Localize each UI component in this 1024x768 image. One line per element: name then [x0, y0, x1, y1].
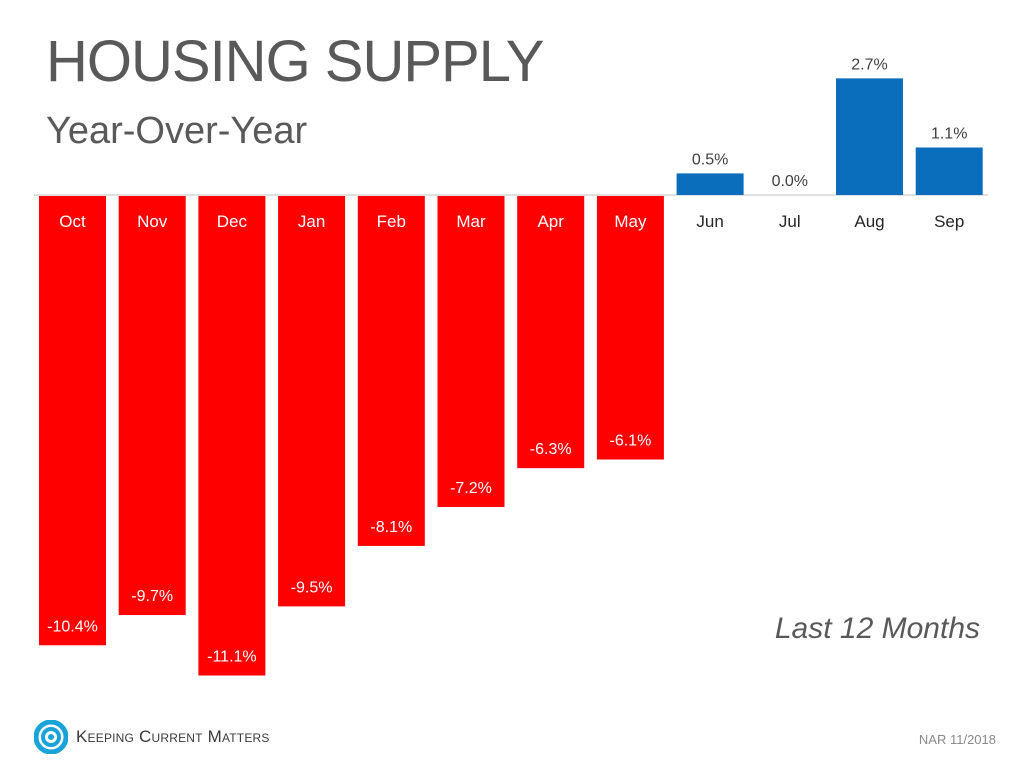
value-label: 0.5% [692, 151, 728, 168]
bar-dec [198, 196, 266, 676]
category-label: Oct [59, 212, 86, 231]
category-label: Jul [779, 212, 801, 231]
bar-mar [437, 196, 505, 508]
value-label: -7.2% [450, 480, 492, 497]
value-label: -8.1% [370, 519, 412, 536]
bar-may [596, 196, 664, 460]
category-label: Sep [934, 212, 964, 231]
bar-chart: Oct -10.4% Nov -9.7% Dec -11.1% Jan -9.5% Feb -8.… [34, 56, 988, 676]
bar-nov [118, 196, 186, 616]
brand-name: Keeping Current Matters [76, 727, 270, 746]
value-label: -11.1% [207, 649, 257, 666]
brand-logo: Keeping Current Matters [34, 720, 270, 754]
bar-apr [517, 196, 585, 469]
category-label: Mar [456, 212, 486, 231]
category-label: Dec [217, 212, 248, 231]
bar-aug [836, 78, 903, 195]
category-label: Aug [854, 212, 884, 231]
bar-oct [39, 196, 106, 646]
chart-subtitle: Year-Over-Year [46, 110, 308, 152]
value-label: 1.1% [931, 125, 967, 142]
category-label: Jun [696, 212, 723, 231]
category-label: May [614, 212, 647, 231]
chart-title: HOUSING SUPPLY [46, 29, 544, 94]
value-label: 0.0% [772, 173, 808, 190]
swirl-icon [34, 720, 68, 754]
bar-jun [676, 173, 744, 195]
category-label: Nov [137, 212, 168, 231]
bar-feb [357, 196, 425, 546]
value-label: -6.1% [610, 433, 652, 450]
bar-jan [278, 196, 346, 607]
category-label: Feb [377, 212, 406, 231]
bar-sep [915, 147, 983, 195]
period-note: Last 12 Months [774, 612, 980, 645]
value-label: -6.3% [530, 441, 572, 458]
category-label: Jan [298, 212, 325, 231]
value-label: -10.4% [47, 618, 98, 635]
category-label: Apr [537, 212, 564, 231]
source-note: NAR 11/2018 [918, 732, 996, 747]
value-label: -9.5% [291, 579, 333, 596]
value-label: 2.7% [851, 56, 887, 73]
value-label: -9.7% [131, 588, 173, 605]
